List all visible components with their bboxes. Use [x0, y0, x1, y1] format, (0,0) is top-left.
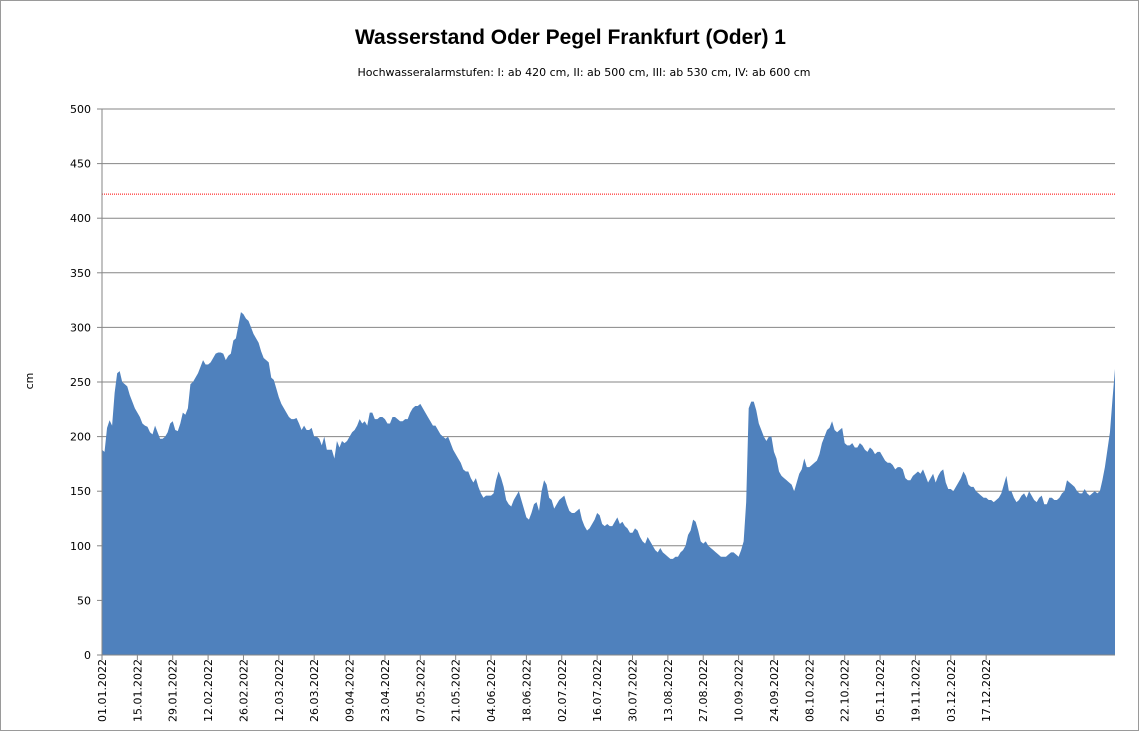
x-tick-label: 17.12.2022: [980, 659, 993, 722]
y-tick-label: 0: [84, 649, 91, 662]
y-axis-label: cm: [23, 373, 36, 390]
x-axis-ticks: 01.01.2022 15.01.2022 29.01.2022 12.02.2022…: [96, 655, 993, 722]
y-tick-label: 50: [77, 594, 91, 607]
x-tick-label: 29.01.2022: [167, 659, 180, 722]
x-tick-label: 22.10.2022: [839, 659, 852, 722]
y-tick-label: 100: [70, 540, 91, 553]
y-tick-label: 350: [70, 267, 91, 280]
x-tick-label: 15.01.2022: [131, 659, 144, 722]
x-tick-label: 01.01.2022: [96, 659, 109, 722]
y-tick-label: 450: [70, 158, 91, 171]
y-axis-ticks: 0 50 100 150 200 250 300 350 400 450 500: [70, 103, 102, 662]
x-tick-label: 12.02.2022: [202, 659, 215, 722]
x-tick-label: 12.03.2022: [273, 659, 286, 722]
y-tick-label: 500: [70, 103, 91, 116]
x-tick-label: 02.07.2022: [556, 659, 569, 722]
x-tick-label: 10.09.2022: [733, 659, 746, 722]
x-tick-label: 04.06.2022: [485, 659, 498, 722]
x-tick-label: 09.04.2022: [344, 659, 357, 722]
x-tick-label: 03.12.2022: [945, 659, 958, 722]
x-tick-label: 19.11.2022: [909, 659, 922, 722]
x-tick-label: 30.07.2022: [626, 659, 639, 722]
x-tick-label: 26.03.2022: [308, 659, 321, 722]
y-tick-label: 200: [70, 431, 91, 444]
x-tick-label: 26.02.2022: [237, 659, 250, 722]
x-tick-label: 16.07.2022: [591, 659, 604, 722]
x-tick-label: 05.11.2022: [874, 659, 887, 722]
water-level-area: [102, 312, 1115, 655]
y-tick-label: 400: [70, 212, 91, 225]
x-tick-label: 08.10.2022: [803, 659, 816, 722]
x-tick-label: 23.04.2022: [379, 659, 392, 722]
y-tick-label: 250: [70, 376, 91, 389]
x-tick-label: 13.08.2022: [662, 659, 675, 722]
y-tick-label: 300: [70, 321, 91, 334]
chart-subtitle: Hochwasseralarmstufen: I: ab 420 cm, II:…: [357, 66, 811, 79]
chart-title: Wasserstand Oder Pegel Frankfurt (Oder) …: [354, 26, 786, 49]
y-tick-label: 150: [70, 485, 91, 498]
x-tick-label: 07.05.2022: [414, 659, 427, 722]
x-tick-label: 24.09.2022: [768, 659, 781, 722]
x-tick-label: 27.08.2022: [697, 659, 710, 722]
x-tick-label: 18.06.2022: [520, 659, 533, 722]
x-tick-label: 21.05.2022: [450, 659, 463, 722]
